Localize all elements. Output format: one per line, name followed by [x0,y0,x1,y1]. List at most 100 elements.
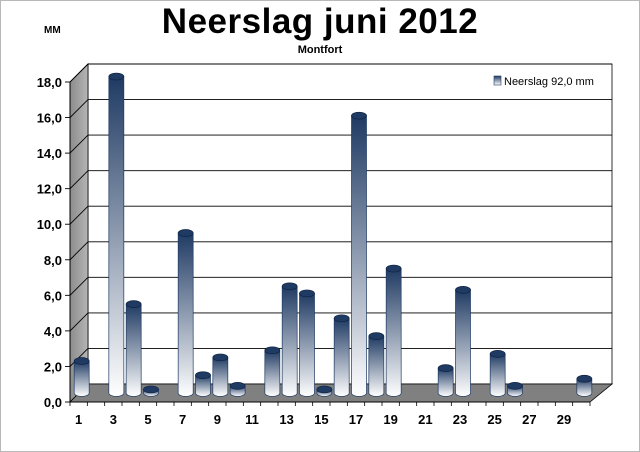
bar-body [437,367,454,397]
bar-top [368,332,385,340]
y-tick-label: 16,0 [37,111,62,126]
bar [108,72,125,397]
x-tick-label: 29 [557,412,571,427]
bar [125,300,142,397]
x-tick-label: 1 [75,412,82,427]
bar-top [73,357,90,365]
bar-top [281,282,298,291]
bar [385,264,402,397]
bar [455,286,471,397]
y-tick-label: 0,0 [44,395,62,410]
bar-body [281,285,298,397]
x-tick-label: 7 [179,412,186,427]
bar [212,353,229,397]
x-tick-label: 3 [110,412,117,427]
x-tick-label: 17 [349,412,363,427]
bar-top [455,286,471,294]
bar-top [316,385,333,394]
bars [73,72,593,397]
gridline-side [69,134,89,154]
bar-body [351,115,367,397]
y-tick-label: 4,0 [44,324,62,339]
x-tick-label: 23 [453,412,467,427]
bar [333,314,350,397]
y-tick-label: 12,0 [37,182,62,197]
y-tick-label: 10,0 [37,217,62,232]
x-tick-label: 19 [383,412,397,427]
bar-body [264,349,281,397]
back-wall [87,63,613,385]
bar-top [264,346,281,355]
bar [489,350,506,397]
bar [299,289,315,397]
bar [229,382,246,397]
bar-body [576,378,593,397]
y-tick-label: 14,0 [37,146,62,161]
x-tick-label: 21 [418,412,432,427]
gridline-side [69,63,89,83]
bar-body [455,289,471,397]
bar [368,332,385,397]
bar-top [437,364,454,372]
axes: 0,02,04,06,08,010,012,014,016,018,01 3 5 7 9… [37,75,591,427]
x-tick-label: 15 [314,412,328,427]
bar-body [333,317,350,397]
bar-body [195,374,211,397]
bar [281,282,298,397]
bar [143,385,159,397]
bar-top [333,314,350,323]
bar-top [229,382,246,390]
bar-body [73,360,90,397]
gridline-side [69,170,89,189]
bar-top [212,353,229,362]
bar [316,385,333,397]
bar [351,111,367,397]
bar-body [125,303,142,397]
x-tick-label: 27 [522,412,536,427]
bar-body [489,353,506,397]
bar-top [125,300,142,308]
y-axis-unit: MM [44,25,61,36]
bar-top [576,374,593,383]
x-tick-label: 9 [214,412,221,427]
bar-top [507,382,523,390]
legend: Neerslag 92,0 mm [487,67,611,95]
x-tick-label: 25 [487,412,501,427]
bar-body [108,76,125,397]
bar [177,229,194,397]
chart-subtitle: Montfort [297,44,343,56]
bar-body [177,232,194,397]
legend-label: Neerslag 92,0 mm [504,76,594,88]
bar [73,357,90,397]
y-tick-label: 6,0 [44,288,62,303]
y-tick-label: 2,0 [44,359,62,374]
gridline-side [69,205,89,225]
bar-top [195,371,211,380]
y-tick-label: 18,0 [37,75,62,90]
bar-top [385,264,402,273]
legend-swatch [493,75,502,86]
bar-top [489,350,506,358]
bar [264,346,281,397]
bar-body [368,335,385,397]
x-tick-label: 13 [279,412,293,427]
bar [437,364,454,397]
chart-title: Neerslag juni 2012 [161,2,479,41]
y-tick-label: 8,0 [44,253,62,268]
plot-background [69,63,614,403]
bar-top [177,229,194,237]
x-tick-label: 11 [245,412,259,427]
gridline-side [69,277,89,296]
bar-top [299,289,315,298]
gridline-side [69,241,89,261]
bar-body [212,357,229,397]
bar-body [299,293,315,397]
legend-box [487,67,611,95]
bar-top [108,72,125,81]
bar [507,382,523,397]
bar [576,374,593,397]
bar-top [351,111,367,120]
bar-top [143,385,159,394]
x-tick-label: 5 [144,412,151,427]
